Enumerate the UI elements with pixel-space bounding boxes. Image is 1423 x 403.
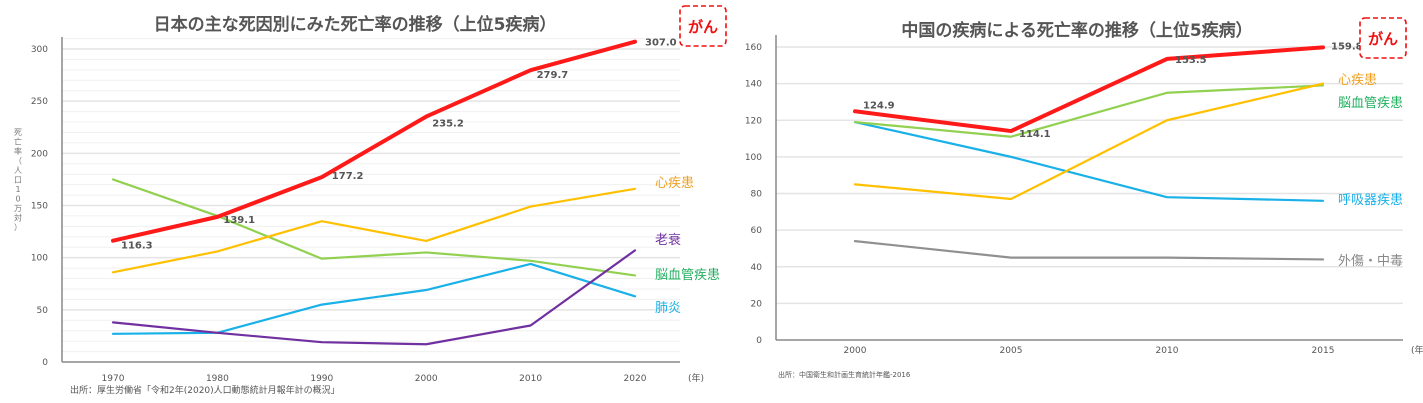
highlight-badge: がん [1359,17,1407,59]
series-label: 呼吸器疾患 [1338,193,1403,208]
series-line-4 [111,262,637,335]
series-line-4 [853,240,1325,261]
highlight-badge: がん [679,5,727,47]
x-tick-label: 2010 [519,374,542,384]
x-tick-label: 2005 [1000,346,1023,356]
y-axis-label: （ [14,157,22,166]
x-axis-unit: (年) [688,372,704,384]
chart-title: 中国の疾病による死亡率の推移（上位5疾病） [901,20,1252,41]
y-axis-label: 万 [14,204,22,213]
source-note: 出所：厚生労働省「令和2年(2020)人口動態統計月報年計の概況」 [70,384,340,396]
y-tick-label: 0 [42,358,48,368]
data-label: 114.1 [1019,129,1051,140]
y-axis-label: 人 [14,166,22,175]
series-label: 脳血管疾患 [655,268,720,283]
x-tick-label: 2000 [415,374,438,384]
y-tick-label: 150 [31,202,48,212]
x-tick-label: 1980 [206,374,229,384]
series-label: 外傷・中毒 [1338,254,1403,269]
data-label: 279.7 [537,70,569,81]
series-label: 心疾患 [1338,73,1377,88]
x-tick-label: 2010 [1156,346,1179,356]
y-tick-label: 250 [31,97,48,107]
data-label: 124.9 [863,100,895,111]
y-tick-label: 200 [31,149,48,159]
y-axis-label: 1 [15,185,20,194]
data-label: 116.3 [121,241,153,252]
series-label: 心疾患 [655,176,694,191]
data-label: 235.2 [432,119,464,130]
x-tick-label: 1970 [102,374,125,384]
y-axis-label: 対 [14,213,22,223]
highlight-box [1359,17,1407,59]
y-tick-label: 100 [31,254,48,264]
y-tick-label: 100 [745,153,762,163]
chart-title: 日本の主な死因別にみた死亡率の推移（上位5疾病） [154,14,557,35]
y-axis-label: 率 [14,146,22,156]
series-label: 脳血管疾患 [1338,96,1403,111]
source-note: 出所：中国衛生和計画生育統計年鑑-2016 [778,370,911,379]
series-label: 老衰 [655,232,681,248]
series-line-2 [111,249,637,346]
data-label: 159.8 [1331,41,1363,52]
y-axis-label: 0 [15,195,20,204]
series-line-0 [853,45,1325,134]
series-line-0 [111,39,637,243]
highlight-box [679,5,727,47]
series-line-1 [853,82,1325,201]
y-tick-label: 40 [751,263,763,273]
chart-china: 中国の疾病による死亡率の推移（上位5疾病） 0 20 40 60 80 100 120 140 1… [745,17,1423,379]
series-line-3 [111,178,637,277]
series-label: 肺炎 [655,301,681,316]
data-label: 307.0 [645,38,677,49]
y-tick-label: 0 [756,336,762,346]
chart-japan: 日本の主な死因別にみた死亡率の推移（上位5疾病） 0 50 100 150 200 250 3… [14,5,727,396]
data-label: 139.1 [223,215,255,226]
x-axis-unit: (年) [1411,344,1423,356]
y-axis-label: 口 [14,176,22,185]
series-line-1 [111,187,637,274]
series-line-3 [853,120,1325,202]
highlight-label: がん [688,18,718,36]
x-tick-label: 2020 [624,374,647,384]
x-tick-label: 2000 [844,346,867,356]
data-label: 153.5 [1175,55,1207,66]
y-axis-label: 死 [14,128,22,137]
y-tick-label: 80 [751,190,763,200]
y-tick-label: 140 [745,80,762,90]
x-tick-label: 2015 [1312,346,1335,356]
y-tick-label: 120 [745,116,762,126]
y-tick-label: 50 [37,306,49,316]
y-axis-label: ） [14,223,22,232]
series-line-2 [853,84,1325,138]
y-tick-label: 300 [31,45,48,55]
data-label: 177.2 [332,171,364,182]
highlight-label: がん [1368,30,1398,48]
x-tick-label: 1990 [310,374,333,384]
y-tick-label: 160 [745,43,762,53]
y-axis-label: 亡 [14,137,22,147]
y-tick-label: 20 [751,299,763,309]
y-tick-label: 60 [751,226,763,236]
